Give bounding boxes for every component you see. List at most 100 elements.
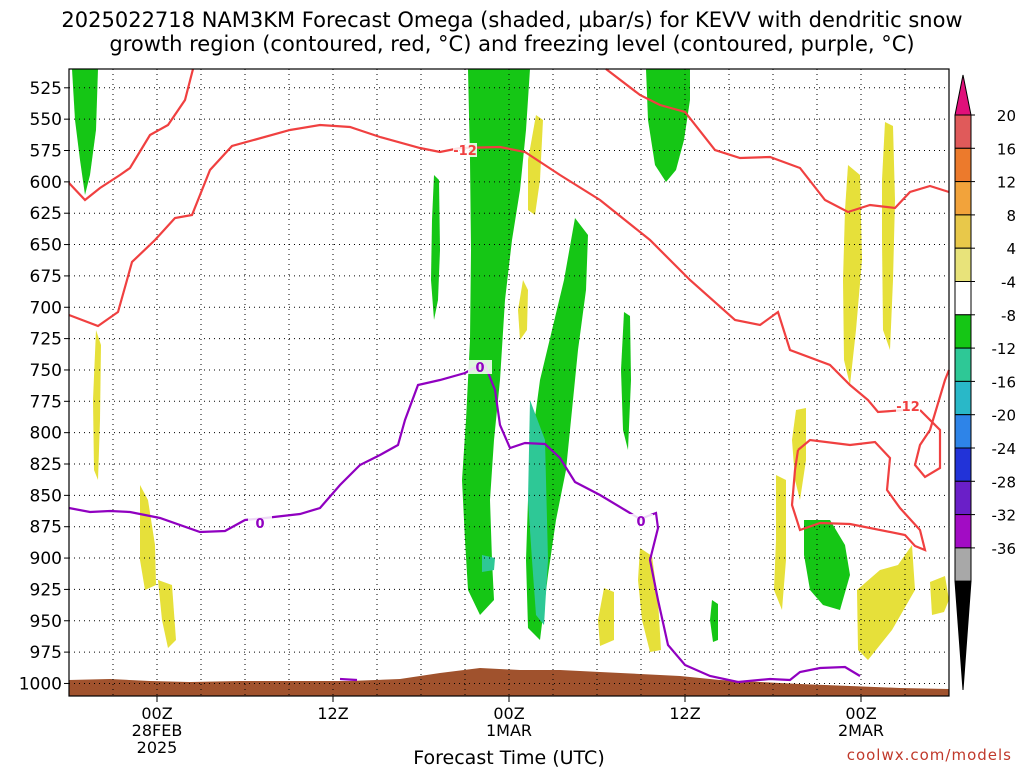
colorbar-swatch-4 [954, 247, 972, 282]
omega-region-15 [638, 548, 661, 652]
x-tick-label-0-2: 2025 [137, 738, 178, 757]
contour-layer: -12 -12 0 0 0 [68, 68, 951, 684]
y-tick-label-800: 800 [30, 424, 62, 444]
y-tick-label-650: 650 [30, 236, 62, 256]
x-tick-label-4-0: 00Z [845, 704, 876, 723]
dgz-contour-0 [68, 68, 195, 202]
omega-region-6 [804, 520, 850, 610]
colorbar-top-arrow [954, 74, 972, 116]
x-tick-label-3-0: 12Z [669, 704, 700, 723]
omega-region-9 [482, 555, 495, 572]
colorbar-swatch-9 [954, 414, 972, 449]
x-tick-label-1-0: 12Z [317, 704, 348, 723]
y-tick-label-675: 675 [30, 267, 62, 287]
y-tick-label-600: 600 [30, 173, 62, 193]
colorbar-swatch-10 [954, 447, 972, 482]
y-tick-label-950: 950 [30, 612, 62, 632]
colorbar-swatch-7 [954, 347, 972, 382]
x-axis-label: Forecast Time (UTC) [413, 747, 604, 768]
freezing-level-contour-1 [339, 677, 358, 682]
colorbar-swatch-11 [954, 480, 972, 516]
colorbar-bottom-arrow [954, 580, 972, 691]
y-tick-label-900: 900 [30, 549, 62, 569]
dgz-contour-1 [68, 123, 906, 414]
y-tick-label-625: 625 [30, 204, 62, 224]
y-tick-label-775: 775 [30, 392, 62, 412]
colorbar-legend: 20 16 12 8 4 -4 -8 -12 -16 -20 -24 -28 -32 -36 [954, 74, 1017, 691]
omega-shading-layer [72, 69, 949, 660]
x-tick-label-2-1: 1MAR [486, 721, 532, 740]
ground-layer [69, 668, 949, 696]
colorbar-label-2: 12 [997, 174, 1016, 192]
colorbar-swatch-1 [954, 147, 972, 183]
chart-title-line-1: 2025022718 NAM3KM Forecast Omega (shaded… [61, 8, 963, 32]
y-tick-label-1000: 1000 [19, 674, 62, 694]
ground-surface [69, 668, 949, 696]
grid-layer [69, 69, 949, 696]
omega-region-1 [462, 69, 530, 615]
colorbar-label-13: -36 [992, 540, 1017, 558]
contour-label-bg-4 [629, 514, 653, 528]
contour-label-1: -12 [896, 400, 920, 415]
y-tick-label-525: 525 [30, 79, 62, 99]
y-tick-label-850: 850 [30, 486, 62, 506]
y-axis: 525 550 575 600 625 650 675 700 725 750 775 800 825 8… [19, 79, 69, 694]
y-tick-label-725: 725 [30, 330, 62, 350]
colorbar-swatch-13 [954, 547, 972, 582]
omega-region-5 [621, 312, 631, 450]
contour-label-bg-3 [248, 516, 272, 530]
colorbar-label-4: 4 [1006, 240, 1016, 258]
omega-region-20 [774, 475, 786, 610]
contour-label-0: -12 [453, 144, 477, 159]
x-tick-label-0-1: 28FEB [132, 721, 183, 740]
x-tick-label-4-1: 2MAR [838, 721, 884, 740]
colorbar-label-7: -12 [992, 340, 1017, 358]
x-tick-label-0-0: 00Z [141, 704, 172, 723]
chart-title-line-2: growth region (contoured, red, °C) and f… [109, 32, 915, 56]
y-tick-label-750: 750 [30, 361, 62, 381]
omega-region-13 [528, 115, 543, 215]
omega-region-10 [93, 330, 101, 480]
colorbar-label-1: 16 [997, 140, 1016, 158]
omega-region-4 [431, 175, 440, 320]
colorbar-label-11: -28 [992, 473, 1017, 491]
x-tick-label-2-0: 00Z [493, 704, 524, 723]
omega-region-21 [857, 545, 915, 660]
contour-label-bg-2 [468, 360, 492, 374]
colorbar-label-6: -8 [1001, 307, 1016, 325]
colorbar-swatch-6 [954, 314, 972, 349]
colorbar-label-9: -20 [992, 407, 1017, 425]
colorbar-label-0: 20 [997, 107, 1016, 125]
omega-region-8 [528, 400, 548, 625]
omega-region-22 [930, 576, 949, 615]
contour-label-3: 0 [255, 517, 264, 532]
y-tick-label-700: 700 [30, 298, 62, 318]
contour-label-2: 0 [475, 361, 484, 376]
dgz-contour-4 [790, 438, 927, 552]
omega-region-3 [646, 69, 690, 182]
omega-region-18 [882, 122, 895, 350]
colorbar-swatch-3 [954, 214, 972, 249]
omega-region-17 [843, 165, 862, 385]
dgz-contour-3 [605, 68, 950, 214]
colorbar-swatch-5 [954, 281, 972, 316]
colorbar-label-5: -4 [1001, 274, 1016, 292]
colorbar-label-3: 8 [1006, 207, 1016, 225]
credit-text: coolwx.com/models [846, 746, 1012, 764]
contour-label-bg-0 [453, 143, 477, 157]
omega-region-16 [598, 588, 614, 646]
contour-label-4: 0 [636, 515, 645, 530]
y-tick-label-575: 575 [30, 142, 62, 162]
y-tick-label-550: 550 [30, 110, 62, 130]
colorbar-label-10: -24 [992, 440, 1017, 458]
y-tick-label-825: 825 [30, 455, 62, 475]
colorbar-swatch-8 [954, 380, 972, 416]
y-tick-label-925: 925 [30, 580, 62, 600]
colorbar-swatch-2 [954, 181, 972, 216]
y-tick-label-975: 975 [30, 643, 62, 663]
y-tick-label-875: 875 [30, 518, 62, 538]
omega-region-0 [72, 69, 98, 195]
colorbar-label-8: -16 [992, 373, 1017, 391]
